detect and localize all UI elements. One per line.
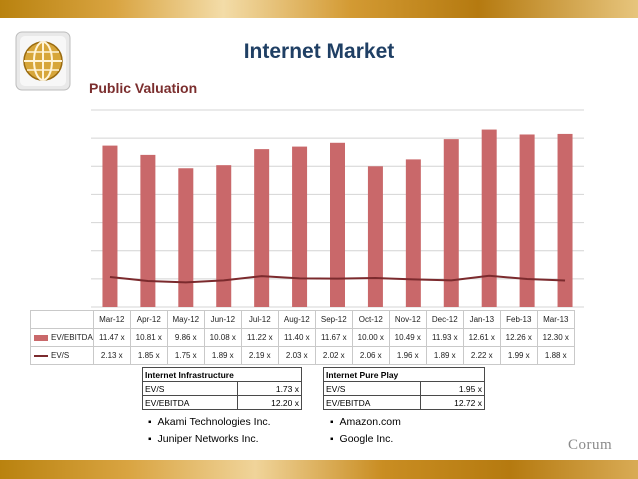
ev-ebitda-value: 12.30 x xyxy=(536,328,575,347)
ev-s-value: 1.89 x xyxy=(425,346,464,365)
list-item: Akami Technologies Inc. xyxy=(148,414,271,431)
ev-s-value: 1.75 x xyxy=(166,346,205,365)
ev-s-value: 2.22 x xyxy=(462,346,501,365)
pure-play-label: EV/EBITDA xyxy=(323,395,421,410)
globe-logo-icon xyxy=(14,30,72,92)
ev-ebitda-value: 12.61 x xyxy=(462,328,501,347)
ev-s-value: 1.96 x xyxy=(388,346,427,365)
category-label: Jun-12 xyxy=(203,310,242,329)
category-label: Aug-12 xyxy=(277,310,316,329)
page-title: Internet Market xyxy=(243,40,395,63)
pure-play-table: Internet Pure Play EV/S 1.95 x EV/EBITDA 1… xyxy=(323,367,486,410)
table-corner xyxy=(30,310,94,329)
ev-s-value: 2.19 x xyxy=(240,346,279,365)
ev-ebitda-value: 11.47 x xyxy=(92,328,131,347)
ev-ebitda-value: 11.22 x xyxy=(240,328,279,347)
bottom-gold-bar xyxy=(0,460,638,479)
ev-ebitda-value: 11.40 x xyxy=(277,328,316,347)
page-subtitle: Public Valuation xyxy=(89,80,198,96)
pure-play-companies: Amazon.com Google Inc. xyxy=(330,414,401,448)
ev-ebitda-value: 10.08 x xyxy=(203,328,242,347)
list-item: Google Inc. xyxy=(330,431,401,448)
ev-ebitda-bar xyxy=(481,129,497,307)
top-gold-bar xyxy=(0,0,638,18)
ev-ebitda-value: 10.81 x xyxy=(129,328,168,347)
ev-ebitda-value: 10.49 x xyxy=(388,328,427,347)
infrastructure-value: 12.20 x xyxy=(237,395,302,410)
ev-ebitda-bar xyxy=(367,166,383,307)
category-label: Apr-12 xyxy=(129,310,168,329)
list-item: Juniper Networks Inc. xyxy=(148,431,271,448)
category-row: Mar-12 Apr-12 May-12 Jun-12 Jul-12 Aug-12 Sep-… xyxy=(30,310,575,329)
ev-ebitda-bar xyxy=(557,133,573,307)
ev-ebitda-value: 9.86 x xyxy=(166,328,205,347)
list-item: Amazon.com xyxy=(330,414,401,431)
category-label: Dec-12 xyxy=(425,310,464,329)
ev-ebitda-bar xyxy=(102,145,118,307)
ev-s-value: 1.89 x xyxy=(203,346,242,365)
ev-ebitda-row: EV/EBITDA 11.47 x 10.81 x 9.86 x 10.08 x 11.… xyxy=(30,328,575,347)
bar-legend-swatch xyxy=(34,334,48,341)
ev-s-value: 2.03 x xyxy=(277,346,316,365)
infrastructure-companies: Akami Technologies Inc. Juniper Networks… xyxy=(148,414,271,448)
category-label: Jul-12 xyxy=(240,310,279,329)
category-label: May-12 xyxy=(166,310,205,329)
ev-s-value: 1.85 x xyxy=(129,346,168,365)
pure-play-value: 1.95 x xyxy=(419,381,486,396)
infrastructure-table: Internet Infrastructure EV/S 1.73 x EV/EB… xyxy=(141,367,302,410)
category-label: Nov-12 xyxy=(388,310,427,329)
chart-data-table: Mar-12 Apr-12 May-12 Jun-12 Jul-12 Aug-12 Sep-… xyxy=(30,310,575,365)
ev-ebitda-value: 12.26 x xyxy=(499,328,538,347)
category-label: Oct-12 xyxy=(351,310,390,329)
ev-ebitda-bar xyxy=(140,154,156,307)
ev-ebitda-bar xyxy=(443,139,459,307)
infrastructure-value: 1.73 x xyxy=(237,381,302,396)
infrastructure-label: EV/S xyxy=(141,381,239,396)
line-legend-swatch xyxy=(34,354,48,357)
ev-ebitda-bar xyxy=(292,146,308,307)
ev-ebitda-bar xyxy=(254,149,270,307)
category-label: Mar-13 xyxy=(536,310,575,329)
category-label: Feb-13 xyxy=(499,310,538,329)
ev-s-line xyxy=(109,274,566,284)
corum-logo: Corum xyxy=(568,437,613,453)
ev-ebitda-value: 11.67 x xyxy=(314,328,353,347)
ev-ebitda-value: 10.00 x xyxy=(351,328,390,347)
ev-ebitda-bar xyxy=(405,159,421,307)
pure-play-title: Internet Pure Play xyxy=(323,367,485,382)
category-label: Mar-12 xyxy=(92,310,131,329)
ev-ebitda-bar xyxy=(178,168,194,307)
category-label: Sep-12 xyxy=(314,310,353,329)
ev-ebitda-bar xyxy=(216,165,232,307)
ev-s-value: 2.06 x xyxy=(351,346,390,365)
ev-ebitda-value: 11.93 x xyxy=(425,328,464,347)
ev-s-value: 2.02 x xyxy=(314,346,353,365)
ev-ebitda-bar xyxy=(330,142,345,307)
ev-s-value: 1.99 x xyxy=(499,346,538,365)
legend-ev-s: EV/S xyxy=(30,346,94,365)
pure-play-label: EV/S xyxy=(323,381,421,396)
ev-s-value: 2.13 x xyxy=(92,346,131,365)
ev-s-value: 1.88 x xyxy=(536,346,575,365)
pure-play-value: 12.72 x xyxy=(419,395,486,410)
category-label: Jan-13 xyxy=(462,310,501,329)
ev-s-row: EV/S 2.13 x 1.85 x 1.75 x 1.89 x 2.19 x 2.03 … xyxy=(30,346,575,365)
infrastructure-title: Internet Infrastructure xyxy=(142,367,302,382)
infrastructure-label: EV/EBITDA xyxy=(141,395,239,410)
ev-ebitda-bar xyxy=(519,134,535,307)
legend-ev-ebitda: EV/EBITDA xyxy=(30,328,94,347)
